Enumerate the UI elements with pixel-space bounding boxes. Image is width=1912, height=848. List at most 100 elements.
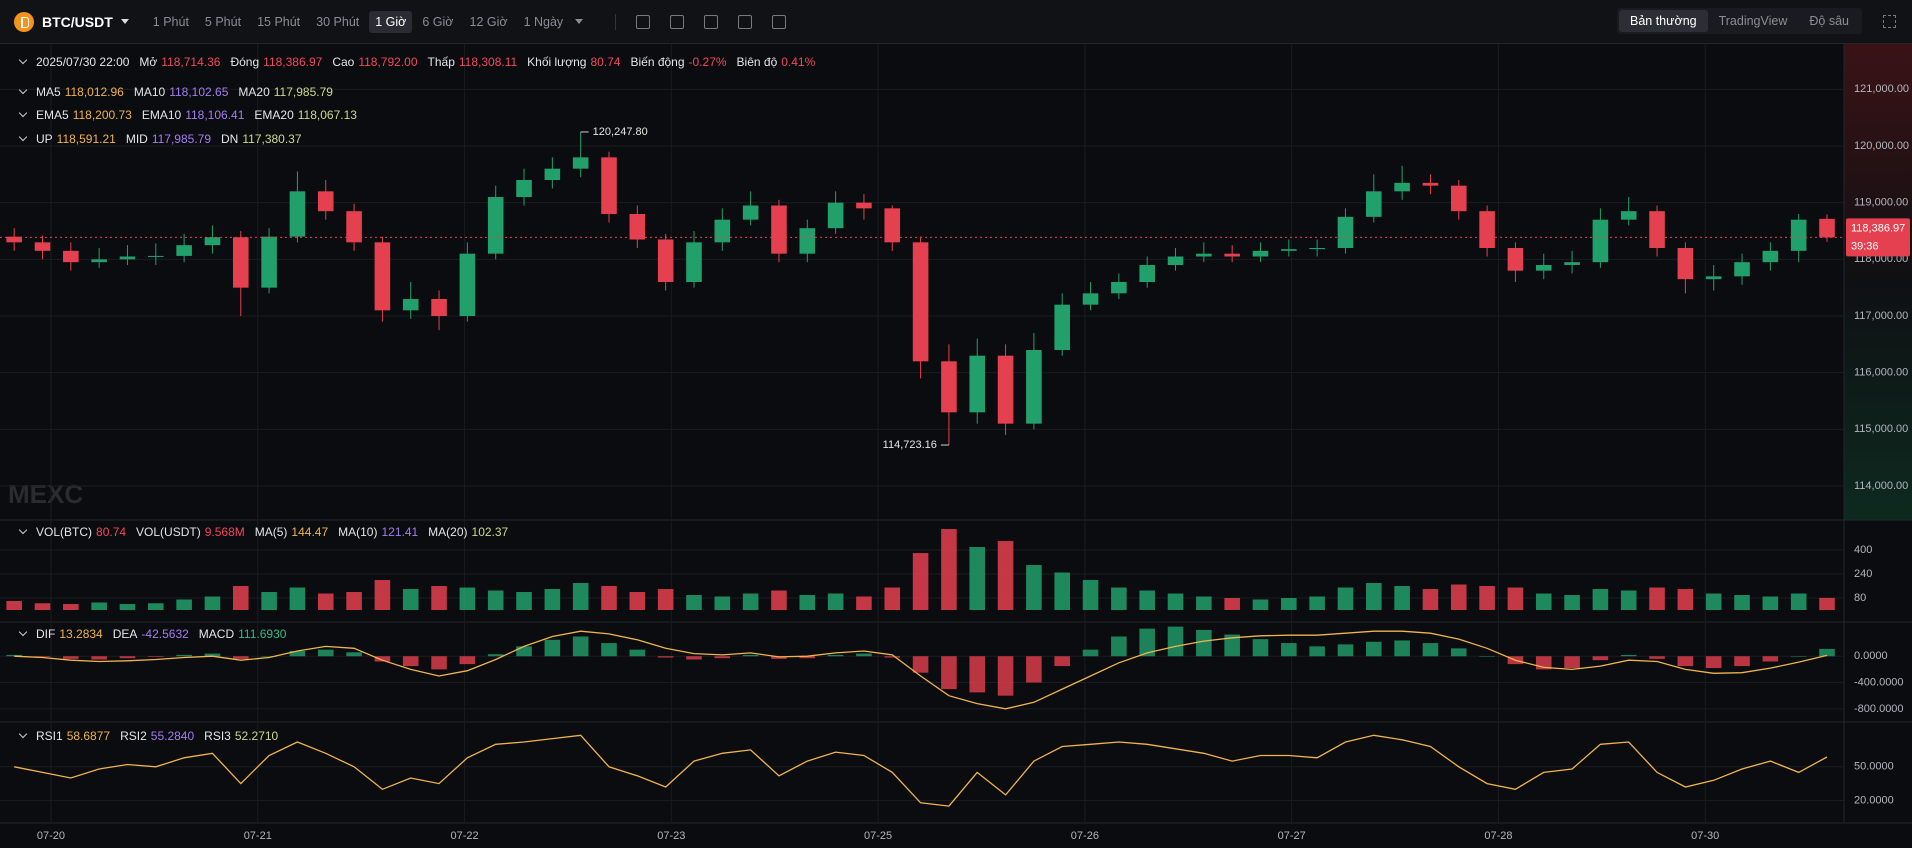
volume-bar xyxy=(1337,587,1354,610)
legend-value: 13.2834 xyxy=(59,627,103,641)
candle-body xyxy=(1422,182,1439,186)
volume-bar xyxy=(1620,590,1637,610)
volume-bar xyxy=(1479,586,1495,610)
macd-bar xyxy=(119,656,136,659)
collapse-chevron[interactable] xyxy=(18,85,28,95)
symbol-dropdown[interactable] xyxy=(120,19,129,24)
legend-item: MA5 118,012.96 xyxy=(36,85,124,99)
collapse-chevron[interactable] xyxy=(18,729,28,739)
macd-bar xyxy=(1196,629,1212,657)
macd-bar xyxy=(487,654,504,657)
volume-bar xyxy=(487,590,504,610)
tool-icon[interactable] xyxy=(670,14,685,29)
mode-button[interactable]: Độ sâu xyxy=(1809,14,1849,28)
interval-button[interactable]: 1 Ngày xyxy=(523,14,564,29)
legend-label: EMA20 xyxy=(254,108,294,122)
macd-bar xyxy=(91,656,107,660)
interval-button[interactable]: 15 Phút xyxy=(257,14,301,29)
tool-icon[interactable] xyxy=(704,14,719,29)
volume-bar xyxy=(1026,565,1042,610)
collapse-chevron[interactable] xyxy=(18,525,28,535)
legend-value: 118,308.11 xyxy=(458,55,518,69)
collapse-chevron[interactable] xyxy=(18,132,28,142)
legend-label: Khối lượng xyxy=(527,55,587,69)
legend-item: MID 117,985.79 xyxy=(126,132,211,146)
legend-value: 117,985.79 xyxy=(273,85,333,99)
symbol[interactable]: BTC/USDT xyxy=(42,13,113,30)
candle-body xyxy=(176,245,192,256)
macd-bar xyxy=(686,656,702,660)
candle-body xyxy=(119,256,136,260)
volume-bar xyxy=(544,589,561,610)
collapse-chevron[interactable] xyxy=(18,627,28,637)
tool-icon[interactable] xyxy=(772,14,787,29)
candle-body xyxy=(1196,253,1212,257)
macd-bar xyxy=(516,646,532,657)
candle-body xyxy=(771,205,787,254)
y-tick-label: -800.0000 xyxy=(1854,703,1904,715)
candle-body xyxy=(827,202,844,229)
legend-value: 117,985.79 xyxy=(151,132,212,146)
interval-button[interactable]: 1 Phút xyxy=(152,14,189,29)
legend-item: MA(10) 121.41 xyxy=(338,525,418,539)
tool-icon[interactable] xyxy=(738,14,753,29)
macd-bar xyxy=(1111,636,1127,657)
legend-value: 111.6930 xyxy=(238,627,287,641)
macd-bar xyxy=(1677,656,1694,667)
interval-button[interactable]: 30 Phút xyxy=(316,14,360,29)
volume-bar xyxy=(1762,596,1779,610)
collapse-chevron[interactable] xyxy=(18,55,28,65)
legend-item: MACD 111.6930 xyxy=(199,627,287,641)
volume-bar xyxy=(1139,590,1155,610)
mode-button[interactable]: TradingView xyxy=(1718,14,1788,28)
legend-value: 118,792.00 xyxy=(358,55,418,69)
candle-body xyxy=(1337,216,1354,248)
legend-value: 118,714.36 xyxy=(161,55,221,69)
interval-button[interactable]: 12 Giờ xyxy=(469,14,508,29)
volume-bar xyxy=(799,595,816,610)
candle-body xyxy=(1649,211,1665,248)
volume-bar xyxy=(1054,572,1071,610)
volume-bar xyxy=(91,602,107,610)
candle-body xyxy=(912,242,929,362)
volume-bar xyxy=(1082,580,1099,610)
x-tick-label: 07-30 xyxy=(1691,830,1719,842)
interval-button[interactable]: 1 Giờ xyxy=(369,10,413,33)
tool-icon[interactable] xyxy=(636,14,651,29)
interval-dropdown[interactable] xyxy=(575,19,584,24)
y-tick-label: 116,000.00 xyxy=(1854,367,1908,379)
macd-bar xyxy=(742,654,759,657)
candle-body xyxy=(487,197,504,254)
y-tick-label: 20.0000 xyxy=(1854,794,1894,806)
volume-bar xyxy=(34,603,51,610)
legend-value: 52.2710 xyxy=(234,729,279,743)
y-tick-label: 240 xyxy=(1854,568,1872,580)
volume-bar xyxy=(686,595,702,610)
legend-row: UP 118,591.21 MID 117,985.79 DN 117,380.37 xyxy=(18,132,312,146)
macd-bar xyxy=(1054,656,1071,667)
volume-bar xyxy=(431,586,447,610)
interval-button[interactable]: 5 Phút xyxy=(204,14,242,29)
collapse-chevron[interactable] xyxy=(18,108,28,118)
candle-body xyxy=(1507,248,1524,271)
legend-item: VOL(USDT) 9.568M xyxy=(136,525,245,539)
candle-body xyxy=(1734,262,1750,277)
dif-line xyxy=(14,630,1828,710)
volume-bar xyxy=(317,593,334,610)
candle-body xyxy=(1309,248,1325,250)
volume-bar xyxy=(856,596,872,610)
volume-bar xyxy=(771,590,787,610)
macd-bar xyxy=(289,650,306,657)
mode-button[interactable]: Bản thường xyxy=(1618,10,1708,32)
legend-label: VOL(USDT) xyxy=(136,525,201,539)
macd-bar xyxy=(1762,656,1779,662)
y-tick-label: 119,000.00 xyxy=(1854,197,1908,209)
legend-item: DEA -42.5632 xyxy=(113,627,189,641)
fullscreen-button[interactable] xyxy=(1883,15,1896,28)
legend-item: Khối lượng 80.74 xyxy=(527,55,620,69)
interval-button[interactable]: 6 Giờ xyxy=(422,14,454,29)
legend-value: -0.27% xyxy=(688,55,727,69)
macd-bar xyxy=(1167,626,1184,657)
volume-bar xyxy=(1196,596,1212,610)
y-tick-label: 50.0000 xyxy=(1854,761,1894,773)
